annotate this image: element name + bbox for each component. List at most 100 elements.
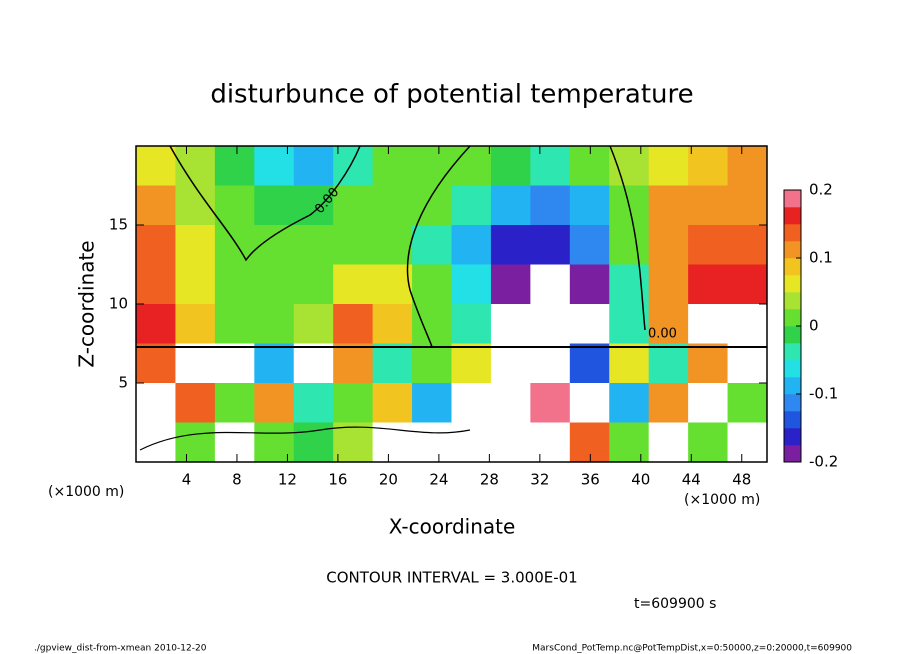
chart-title: disturbunce of potential temperature (210, 80, 693, 110)
x-tick-label: 32 (530, 471, 549, 489)
cell (412, 343, 452, 384)
cell (490, 146, 531, 186)
cell (490, 304, 531, 344)
colorbar-swatch (784, 207, 801, 225)
cell (530, 185, 571, 226)
cell (530, 343, 571, 384)
cell (688, 422, 729, 463)
cell (372, 304, 413, 344)
cell (412, 185, 452, 226)
cell (688, 383, 729, 423)
cell (372, 264, 413, 305)
cell (688, 343, 729, 384)
cell (727, 264, 768, 305)
cell (136, 343, 176, 384)
cell (530, 304, 571, 344)
contour-line (609, 145, 646, 331)
cell (530, 422, 571, 463)
cell (451, 304, 492, 344)
cell (293, 343, 334, 384)
cell (136, 422, 176, 463)
x-tick-label: 40 (631, 471, 650, 489)
cell (569, 304, 610, 344)
colorbar-swatch (784, 360, 801, 378)
cell (490, 185, 531, 226)
x-tick-label: 8 (232, 471, 242, 489)
cell (175, 422, 216, 463)
cell (293, 304, 334, 344)
cell (293, 146, 334, 186)
cell (293, 264, 334, 305)
contour-line (169, 145, 361, 262)
cell (688, 185, 729, 226)
cell (136, 146, 176, 186)
cell (648, 383, 689, 423)
cell (490, 343, 531, 384)
cell (333, 264, 374, 305)
cell (569, 146, 610, 186)
x-tick-label: 24 (429, 471, 448, 489)
cell (293, 383, 334, 423)
cell (254, 146, 295, 186)
x-tick-label: 4 (182, 471, 192, 489)
cell (688, 264, 729, 305)
contour-line (406, 145, 471, 348)
cell (175, 343, 216, 384)
x-axis-label: X-coordinate (389, 515, 516, 539)
cell (412, 225, 452, 265)
x-tick-label: 36 (581, 471, 600, 489)
cell (333, 185, 374, 226)
cell (214, 146, 255, 186)
cell (648, 264, 689, 305)
y-axis-label: Z-coordinate (75, 240, 99, 367)
colorbar-tick-label: -0.2 (809, 453, 838, 471)
cell (530, 383, 571, 423)
cell (530, 225, 571, 265)
cell (254, 264, 295, 305)
colorbar-swatch (784, 309, 801, 327)
cell (569, 383, 610, 423)
colorbar-swatch (784, 241, 801, 259)
cell (727, 146, 768, 186)
cell (609, 343, 650, 384)
cell (214, 383, 255, 423)
cell (648, 304, 689, 344)
cell (254, 185, 295, 226)
cell (451, 146, 492, 186)
colorbar-swatch (784, 190, 801, 208)
cell (688, 146, 729, 186)
field (136, 146, 768, 463)
cell (569, 422, 610, 463)
cell (569, 225, 610, 265)
cell (451, 264, 492, 305)
x-tick-label: 20 (379, 471, 398, 489)
x-tick-label: 12 (278, 471, 297, 489)
colorbar-tick-label: -0.1 (809, 385, 838, 403)
colorbar-swatch (784, 445, 801, 463)
time-label: t=609900 s (634, 596, 716, 612)
cell (530, 146, 571, 186)
cell (175, 225, 216, 265)
cell (175, 264, 216, 305)
cell (333, 225, 374, 265)
cell (333, 422, 374, 463)
cell (688, 225, 729, 265)
cell (214, 185, 255, 226)
cell (372, 185, 413, 226)
cell (372, 343, 413, 384)
colorbar-tick-label: 0 (809, 317, 819, 335)
cell (569, 264, 610, 305)
cell (333, 304, 374, 344)
cell (136, 225, 176, 265)
cell (214, 225, 255, 265)
colorbar-swatch (784, 394, 801, 412)
cell (333, 383, 374, 423)
footer-left: ./gpview_dist-from-xmean 2010-12-20 (34, 644, 207, 654)
cell (609, 383, 650, 423)
cell (648, 422, 689, 463)
cell (214, 304, 255, 344)
cell (372, 146, 413, 186)
cell (569, 185, 610, 226)
cell (254, 343, 295, 384)
